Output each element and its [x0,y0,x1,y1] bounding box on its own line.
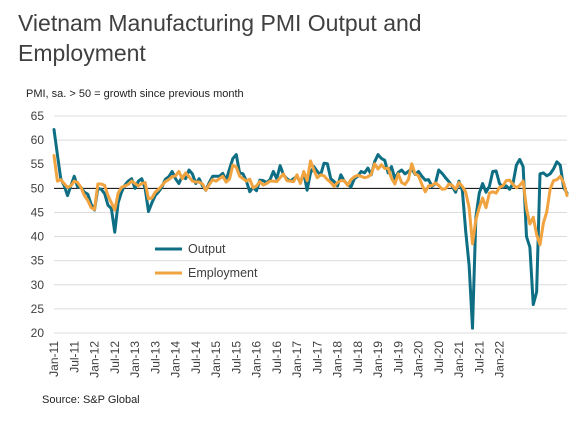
y-tick-label: 40 [31,230,45,244]
x-tick-label: Jul-13 [148,341,162,374]
gridlines [54,115,567,334]
series-line-output [52,128,569,330]
legend-label-employment: Employment [188,266,258,280]
x-tick-label: Jul-14 [189,341,203,374]
x-tick-label: Jul-20 [432,341,446,374]
x-tick-label: Jan-11 [47,341,61,377]
source-note: Source: S&P Global [42,394,140,406]
x-tick-label: Jan-19 [371,341,385,378]
x-tick-label: Jul-21 [472,341,486,374]
y-tick-label: 55 [31,157,45,171]
x-tick-label: Jan-17 [290,341,304,378]
legend: Output Employment [155,242,258,280]
x-tick-label: Jul-17 [310,341,324,374]
chart-title: Vietnam Manufacturing PMI Output and Emp… [18,10,422,66]
x-tick-label: Jul-11 [67,341,81,373]
x-tick-label: Jan-15 [209,341,223,378]
y-tick-label: 45 [31,205,45,219]
x-tick-label: Jul-19 [391,341,405,374]
x-tick-label: Jan-16 [250,341,264,378]
legend-label-output: Output [188,242,226,256]
x-tick-label: Jul-18 [351,341,365,374]
y-tick-label: 35 [31,254,45,268]
x-tick-label: Jan-22 [493,341,507,378]
x-tick-label: Jan-18 [331,341,345,378]
x-tick-label: Jan-14 [169,341,183,378]
series-lines [52,128,569,330]
x-tick-label: Jul-16 [270,341,284,374]
x-tick-label: Jan-20 [412,341,426,378]
x-tick-label: Jan-12 [88,341,102,378]
y-tick-label: 65 [31,109,45,123]
y-tick-label: 50 [31,181,45,195]
y-tick-label: 30 [31,278,45,292]
y-axis: 20 25 30 35 40 45 50 55 60 65 [31,109,45,340]
x-tick-label: Jul-12 [108,341,122,374]
series-line-employment [52,154,569,247]
y-tick-label: 20 [31,326,45,340]
x-tick-label: Jan-13 [128,341,142,378]
x-axis: Jan-11 Jul-11 Jan-12 Jul-12 Jan-13 Jul-13 Jan-… [47,341,507,378]
y-tick-label: 25 [31,302,45,316]
y-tick-label: 60 [31,133,45,147]
chart-subtitle: PMI, sa. > 50 = growth since previous mo… [26,88,244,100]
x-tick-label: Jul-15 [229,341,243,374]
x-tick-label: Jan-21 [452,341,466,378]
